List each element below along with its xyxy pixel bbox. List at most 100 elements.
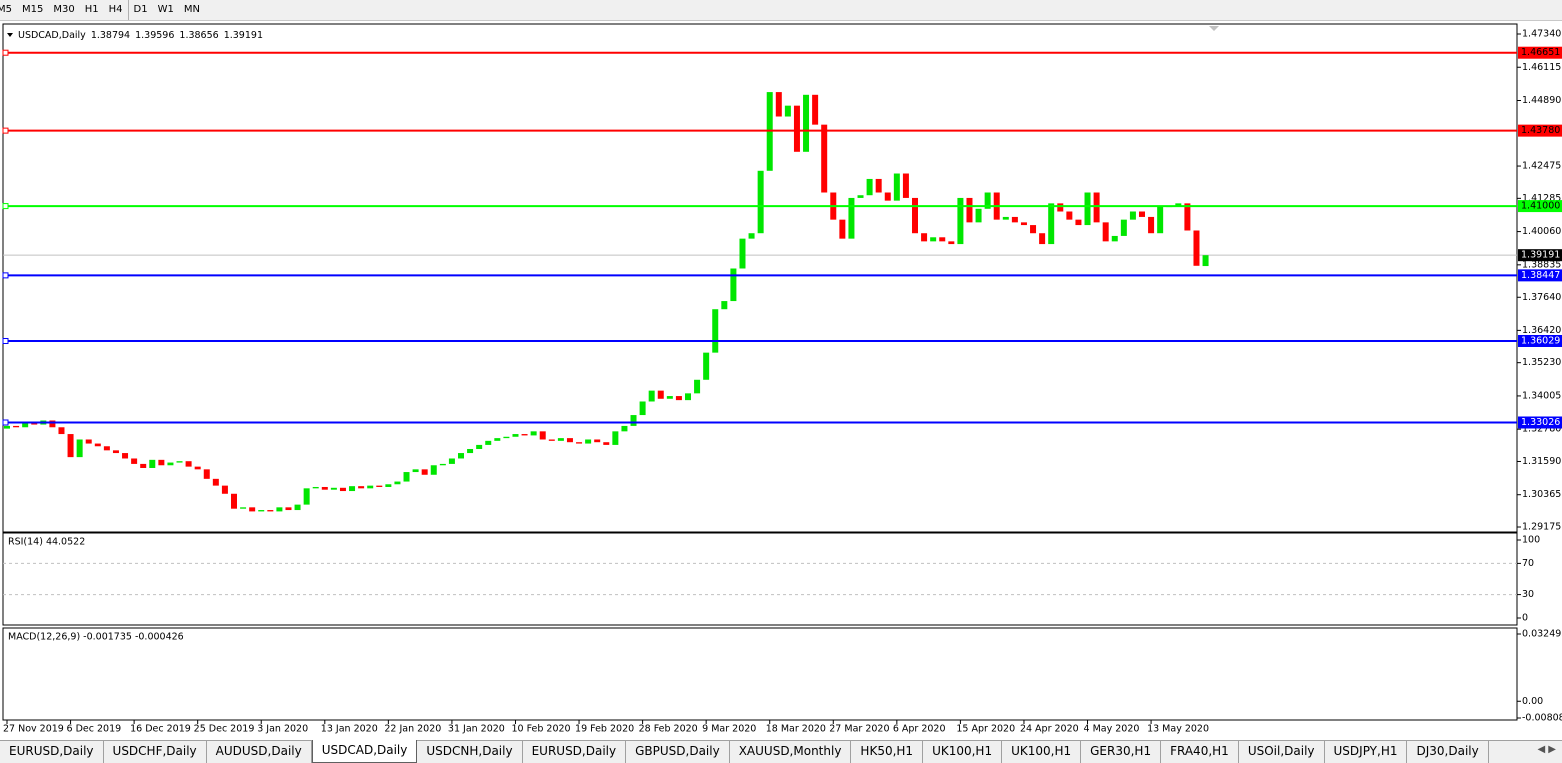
up-candle xyxy=(512,434,519,437)
symbol-tab[interactable]: FRA40,H1 xyxy=(1161,741,1239,763)
down-candle xyxy=(1193,230,1200,266)
down-candle xyxy=(839,219,846,239)
macd-panel xyxy=(2,627,1518,721)
up-candle xyxy=(448,458,455,464)
up-candle xyxy=(748,233,755,239)
up-candle xyxy=(503,436,510,439)
down-candle xyxy=(566,438,573,443)
y-tick-label: 1.38835 xyxy=(1522,259,1561,270)
up-candle xyxy=(149,459,156,468)
timeframe-button[interactable]: H4 xyxy=(108,4,123,15)
up-candle xyxy=(1002,216,1009,220)
symbol-tab[interactable]: USOil,Daily xyxy=(1239,741,1325,763)
ohlc-value: 1.38656 xyxy=(179,30,218,41)
symbol-tab[interactable]: USDCHF,Daily xyxy=(104,741,207,763)
x-tick-label: 27 Mar 2020 xyxy=(829,724,889,735)
up-candle xyxy=(1175,203,1182,207)
timeframe-button[interactable]: MN xyxy=(183,4,200,15)
timeframe-button[interactable]: M15 xyxy=(22,4,44,15)
up-candle xyxy=(1084,192,1091,226)
y-tick-label: 1.47340 xyxy=(1522,29,1561,40)
chart: 1.47340 1.46115 1.44890 1.42475 1.41285 1.400… xyxy=(2,23,1562,735)
x-tick-label: 9 Mar 2020 xyxy=(702,724,756,735)
symbol-tab[interactable]: AUDUSD,Daily xyxy=(207,741,312,763)
down-candle xyxy=(1075,219,1082,226)
timeframe-button[interactable]: D1 xyxy=(127,0,153,20)
down-candle xyxy=(576,442,583,444)
y-tick-label: 1.31590 xyxy=(1522,456,1561,467)
down-candle xyxy=(321,486,328,490)
y-tick-label: 0.00 xyxy=(1522,696,1543,707)
up-candle xyxy=(476,444,483,449)
y-tick-label: 1.42475 xyxy=(1522,161,1561,172)
up-candle xyxy=(866,178,873,196)
up-candle xyxy=(630,415,637,426)
up-candle xyxy=(730,268,737,302)
up-candle xyxy=(530,431,537,436)
symbol-tab[interactable]: USDCNH,Daily xyxy=(417,741,523,763)
symbol-tab[interactable]: USDJPY,H1 xyxy=(1325,741,1408,763)
down-candle xyxy=(939,237,946,242)
down-candle xyxy=(548,439,555,441)
symbol-tab[interactable]: UK100,H1 xyxy=(923,741,1003,763)
x-tick-label: 18 Mar 2020 xyxy=(766,724,826,735)
up-candle xyxy=(76,439,83,458)
x-tick-label: 22 Jan 2020 xyxy=(384,724,441,735)
y-tick-label: 1.37640 xyxy=(1522,292,1561,303)
up-candle xyxy=(621,425,628,432)
ohlc-value: 1.39191 xyxy=(224,30,263,41)
timeframe-toolbar: M5 M15 M30 H1 H4 D1 W1 MN xyxy=(0,0,1562,21)
timeframe-button[interactable]: H1 xyxy=(84,4,99,15)
level-handle xyxy=(2,272,9,279)
up-candle xyxy=(312,486,319,489)
symbol-tab[interactable]: EURUSD,Daily xyxy=(0,741,104,763)
symbol-tab[interactable]: HK50,H1 xyxy=(851,741,924,763)
symbol-tab[interactable]: EURUSD,Daily xyxy=(523,741,627,763)
down-candle xyxy=(539,431,546,440)
down-candle xyxy=(1066,211,1073,220)
x-tick-label: 3 Jan 2020 xyxy=(257,724,308,735)
timeframe-button[interactable]: M30 xyxy=(53,4,75,15)
up-candle xyxy=(1129,211,1136,220)
level-label: 1.41000 xyxy=(1521,201,1560,212)
up-candle xyxy=(1157,206,1164,234)
down-candle xyxy=(902,173,909,198)
symbol-tab[interactable]: DJ30,Daily xyxy=(1407,741,1489,763)
up-candle xyxy=(258,510,265,512)
symbol-tab[interactable]: GBPUSD,Daily xyxy=(626,741,730,763)
symbol-tab[interactable]: XAUUSD,Monthly xyxy=(730,741,852,763)
up-candle xyxy=(349,486,356,492)
symbol-tab[interactable]: GER30,H1 xyxy=(1081,741,1162,763)
up-candle xyxy=(893,173,900,201)
chart-header: USDCAD,Daily 1.38794 1.39596 1.38656 1.39191 xyxy=(18,30,263,41)
down-candle xyxy=(1057,203,1064,212)
up-candle xyxy=(330,487,337,490)
down-candle xyxy=(158,459,165,466)
x-tick-label: 16 Dec 2019 xyxy=(130,724,191,735)
timeframe-button[interactable]: M5 xyxy=(0,4,12,15)
up-candle xyxy=(403,472,410,482)
up-candle xyxy=(757,170,764,234)
level-label-box xyxy=(1518,334,1562,347)
up-candle xyxy=(848,197,855,239)
up-candle xyxy=(412,469,419,473)
up-candle xyxy=(458,453,464,459)
down-candle xyxy=(948,241,955,245)
up-candle xyxy=(439,463,446,466)
up-candle xyxy=(4,425,10,429)
down-candle xyxy=(1039,233,1046,245)
tab-scroll[interactable]: ◀ ▶ xyxy=(1537,744,1556,755)
down-candle xyxy=(94,443,101,447)
up-candle xyxy=(176,461,183,463)
x-tick-label: 24 Apr 2020 xyxy=(1020,724,1079,735)
up-candle xyxy=(930,237,937,242)
menu-arrow xyxy=(7,33,13,37)
down-candle xyxy=(103,446,110,451)
timeframe-button[interactable]: W1 xyxy=(157,4,174,15)
x-tick-label: 15 Apr 2020 xyxy=(956,724,1015,735)
y-tick-label: 1.30365 xyxy=(1522,489,1561,500)
symbol-tab[interactable]: UK100,H1 xyxy=(1002,741,1082,763)
up-candle xyxy=(240,507,247,509)
symbol-tab[interactable]: USDCAD,Daily xyxy=(311,740,418,763)
